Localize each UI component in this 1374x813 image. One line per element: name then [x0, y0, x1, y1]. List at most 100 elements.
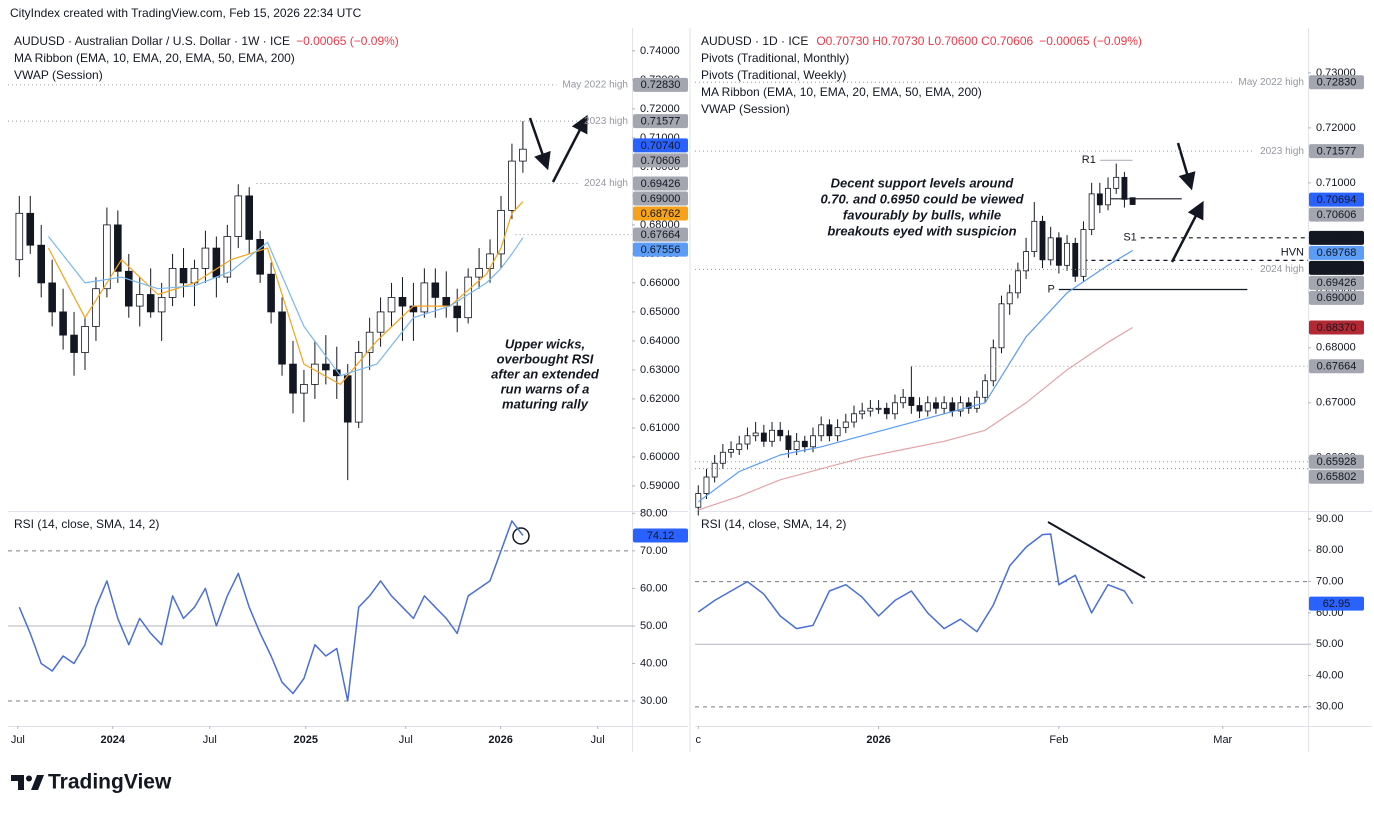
x-tick-label: Feb	[1049, 734, 1068, 746]
price-badge-label: 0.69000	[641, 193, 681, 205]
y-tick-label: 60.00	[640, 582, 668, 594]
y-tick-label: 50.00	[640, 620, 668, 632]
rsi-line	[697, 533, 1134, 633]
candle-body	[965, 402, 972, 409]
candle-body	[900, 396, 907, 404]
candle-body	[1129, 197, 1136, 205]
y-tick-label: 40.00	[640, 657, 668, 669]
ma-line	[697, 249, 1133, 503]
annotation: after an extended	[491, 366, 600, 381]
x-tick-label: c	[696, 734, 702, 746]
title-text: RSI (14, close, SMA, 14, 2)	[14, 517, 159, 531]
y-tick-label: 0.67000	[1316, 397, 1356, 409]
y-tick-label: 0.74000	[640, 45, 680, 57]
candle-body	[376, 311, 385, 333]
y-tick-label: 0.71000	[1316, 177, 1356, 189]
price-badge-label: 0.70606	[1317, 209, 1357, 221]
candle-body	[851, 413, 857, 423]
price-badge	[1309, 320, 1364, 335]
price-badge	[1309, 192, 1364, 207]
candle-body	[267, 273, 275, 313]
candle-body	[1023, 251, 1030, 272]
y-tick-label: 50.00	[1316, 638, 1344, 650]
annotation: Upper wicks,	[505, 336, 585, 351]
annotation: 0.70. and 0.6950 could be viewed	[820, 191, 1024, 206]
y-tick-label: 0.63000	[640, 364, 680, 376]
y-tick-label: 90.00	[1316, 513, 1344, 525]
price-badge	[1309, 359, 1364, 374]
arrow	[528, 117, 551, 171]
candle-body	[990, 347, 997, 382]
level-note: May 2022 high	[562, 79, 628, 90]
arrow	[551, 114, 588, 183]
x-tick-label: 2026	[866, 734, 890, 746]
level-note: 2024 high	[1260, 264, 1304, 275]
candle-body	[973, 396, 980, 409]
candle-body	[932, 402, 939, 409]
candle-body	[135, 294, 144, 307]
candle-body	[998, 303, 1005, 349]
logo-text: TradingView	[48, 771, 172, 794]
price-badge	[1309, 290, 1364, 305]
candle-body	[711, 462, 718, 478]
candle-body	[719, 451, 726, 464]
indicator-legend: VWAP (Session)	[701, 102, 790, 116]
candle-body	[475, 268, 483, 278]
candle-body	[818, 424, 825, 437]
candle-body	[81, 326, 89, 353]
candle-body	[892, 402, 898, 415]
y-tick-label: 0.72000	[640, 103, 680, 115]
arrow	[1176, 142, 1196, 191]
logo-icon	[11, 775, 44, 790]
y-tick-label: 0.68000	[1316, 342, 1356, 354]
annotation: breakouts eyed with suspicion	[827, 223, 1016, 238]
candle-body	[278, 311, 286, 365]
candle-body	[289, 363, 297, 394]
price-badge	[633, 206, 688, 221]
candle-body	[916, 405, 923, 412]
candle-body	[453, 305, 462, 319]
price-badge	[1309, 245, 1364, 260]
price-badge	[1309, 260, 1364, 275]
y-tick-label: 0.72000	[1316, 122, 1356, 134]
rsi-line	[18, 520, 524, 702]
level-note: 2023 high	[1260, 146, 1304, 157]
price-badge-label: 0.69000	[1317, 292, 1357, 304]
candle-body	[875, 407, 882, 410]
y-tick-label: 0.65000	[640, 306, 680, 318]
title-text: RSI (14, close, SMA, 14, 2)	[701, 517, 846, 531]
candle-body	[1121, 176, 1128, 200]
level-note: 2024 high	[584, 178, 628, 189]
price-badge-label: 0.70606	[641, 155, 681, 167]
x-tick-label: 2024	[100, 734, 125, 746]
y-tick-label: 80.00	[1316, 544, 1344, 556]
annotation: favourably by bulls, while	[843, 207, 1001, 222]
annotation: maturing rally	[502, 396, 589, 411]
candle-body	[1031, 220, 1038, 252]
candle-body	[1105, 187, 1111, 206]
annotation: overbought RSI	[497, 351, 594, 366]
y-tick-label: 70.00	[640, 545, 668, 557]
y-tick-label: 0.59000	[640, 480, 680, 492]
price-badge	[1309, 454, 1364, 469]
candle-body	[769, 429, 775, 442]
price-badge-label: 0.65802	[1317, 471, 1357, 483]
candle-body	[420, 282, 429, 313]
ohlc-values: O0.70730 H0.70730 L0.70600 C0.70606	[816, 34, 1033, 48]
price-badge-label: 0.67556	[641, 244, 681, 256]
candle-body	[354, 352, 363, 423]
y-tick-label: 30.00	[1316, 701, 1344, 713]
pane: 30.00 40.00 50.00 60.00 70.00 80.00 Jul 2024 Jul…	[8, 507, 688, 746]
y-tick-label: 70.00	[1316, 575, 1344, 587]
candle-body	[343, 375, 352, 423]
x-tick-label: Jul	[399, 734, 413, 746]
candle-body	[431, 282, 440, 298]
ma-line	[48, 236, 524, 377]
candle-body	[114, 224, 122, 272]
price-badge-label: 0.69426	[641, 178, 681, 190]
y-tick-label: 0.60000	[640, 451, 680, 463]
candle-body	[234, 195, 243, 237]
candle-body	[256, 239, 264, 275]
candle-body	[957, 402, 964, 412]
candle-body	[201, 247, 210, 269]
